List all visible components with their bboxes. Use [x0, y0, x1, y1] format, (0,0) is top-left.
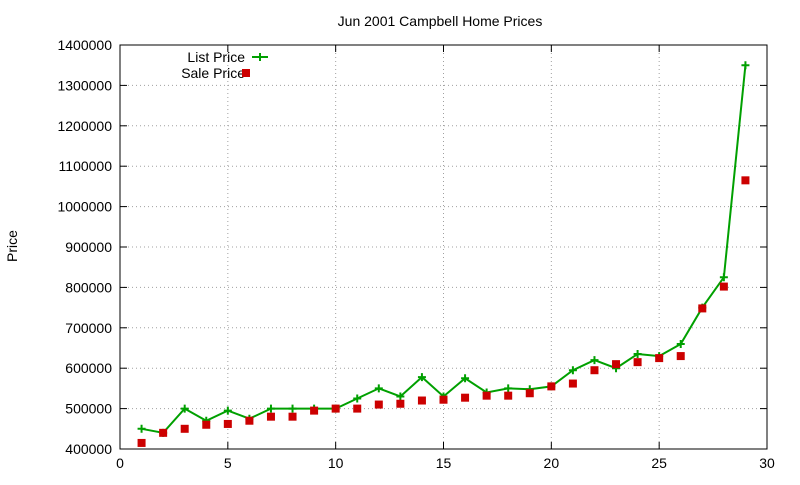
tick-labels: 0 5 10 15 20 25 30 400000 500000 600000 700000 8000… [57, 37, 775, 471]
sale-price-marker [374, 400, 383, 409]
list-price-marker [288, 404, 297, 413]
list-price-marker [719, 273, 728, 282]
x-tick-label: 5 [224, 455, 232, 471]
sale-price-marker [719, 282, 728, 291]
y-tick-label: 1400000 [57, 37, 112, 53]
x-tick-label: 20 [544, 455, 560, 471]
list-price-marker [353, 394, 362, 403]
sale-price-marker [159, 428, 168, 437]
legend-plus-swatch [256, 53, 264, 61]
list-price-marker [633, 350, 642, 359]
sale-price-marker [612, 360, 621, 369]
y-tick-label: 600000 [65, 360, 112, 376]
list-price-marker [223, 406, 232, 415]
list-price-marker [266, 404, 275, 413]
chart-title: Jun 2001 Campbell Home Prices [338, 13, 543, 29]
sale-price-marker [525, 389, 534, 398]
y-tick-label: 900000 [65, 239, 112, 255]
list-price-marker [568, 366, 577, 375]
list-price-marker [676, 339, 685, 348]
sale-price-marker [547, 382, 556, 391]
list-price-marker [417, 373, 426, 382]
sale-price-marker [504, 391, 513, 400]
y-tick-label: 700000 [65, 320, 112, 336]
sale-price-marker [353, 404, 362, 413]
y-tick-label: 1200000 [57, 118, 112, 134]
sale-price-marker [568, 379, 577, 388]
list-price-marker [180, 404, 189, 413]
x-tick-label: 10 [328, 455, 344, 471]
sale-price-marker [202, 420, 211, 429]
data-series [137, 61, 750, 447]
y-tick-label: 1000000 [57, 199, 112, 215]
list-price-marker [374, 384, 383, 393]
y-tick-label: 500000 [65, 401, 112, 417]
sale-price-marker [396, 399, 405, 408]
sale-price-marker [331, 404, 340, 413]
y-tick-label: 400000 [65, 441, 112, 457]
sale-price-marker [310, 406, 319, 415]
grid-lines [120, 45, 767, 449]
sale-price-marker [698, 304, 707, 313]
sale-price-marker [288, 412, 297, 421]
legend-square-swatch [242, 69, 250, 77]
sale-price-marker [266, 412, 275, 421]
sale-price-marker [482, 391, 491, 400]
sale-price-marker [137, 438, 146, 447]
x-tick-label: 25 [651, 455, 667, 471]
sale-price-marker [676, 352, 685, 361]
y-tick-label: 1300000 [57, 77, 112, 93]
list-price-marker [590, 356, 599, 365]
sale-price-marker [633, 358, 642, 367]
sale-price-marker [590, 366, 599, 375]
sale-price-marker [417, 396, 426, 405]
x-tick-label: 0 [116, 455, 124, 471]
series-1 [137, 176, 750, 447]
list-price-marker [396, 392, 405, 401]
list-price-marker [461, 374, 470, 383]
sale-price-marker [655, 354, 664, 363]
sale-price-marker [245, 416, 254, 425]
sale-price-marker [741, 176, 750, 185]
sale-price-marker [180, 424, 189, 433]
sale-price-marker [439, 395, 448, 404]
sale-price-marker [461, 393, 470, 402]
y-tick-label: 1100000 [59, 158, 113, 174]
x-tick-label: 15 [436, 455, 452, 471]
axes [119, 44, 768, 450]
legend-label-0: List Price [187, 49, 245, 65]
list-price-marker [504, 384, 513, 393]
y-axis-label: Price [4, 230, 20, 262]
legend-label-1: Sale Price [181, 65, 245, 81]
x-tick-label: 30 [759, 455, 775, 471]
list-price-marker [137, 424, 146, 433]
sale-price-marker [223, 419, 232, 428]
list-price-marker [741, 61, 750, 70]
y-tick-label: 800000 [65, 279, 112, 295]
